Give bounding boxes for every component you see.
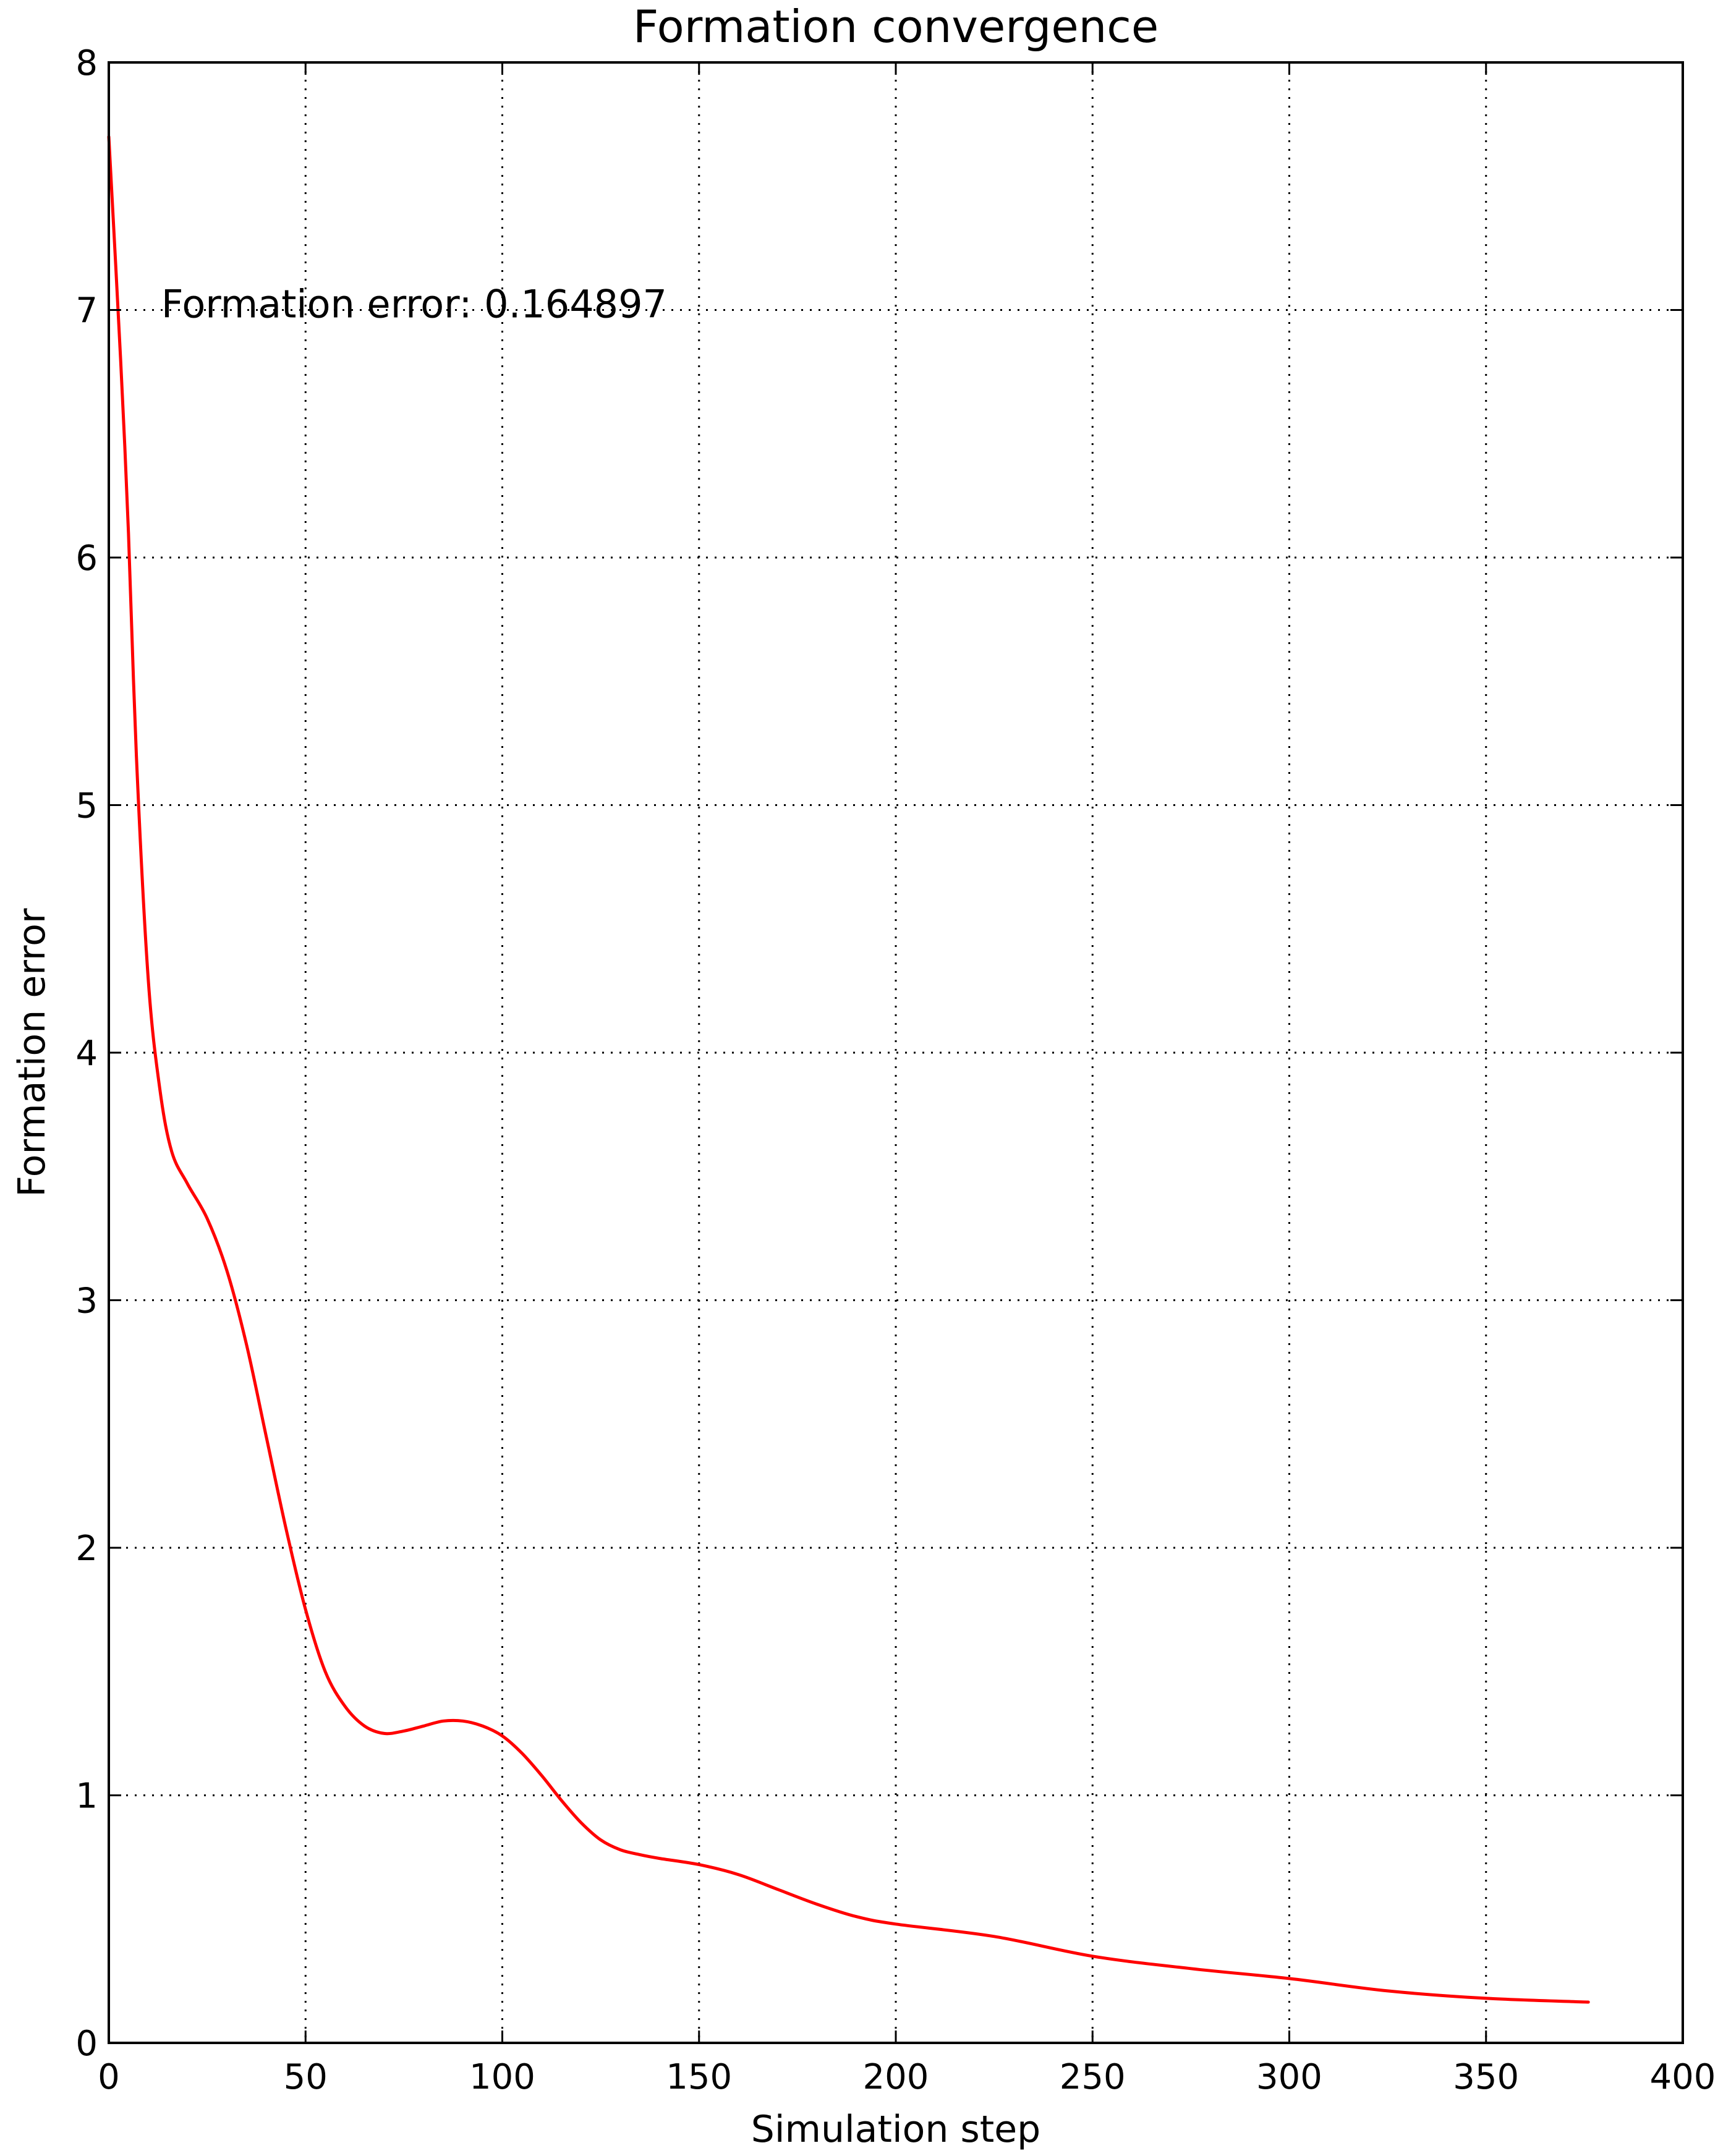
y-tick-label: 6 xyxy=(75,538,98,579)
x-tick-labels: 0 50 100 150 200 250 300 350 400 xyxy=(98,2057,1716,2097)
x-tick-label: 400 xyxy=(1650,2057,1716,2097)
y-tick-label: 8 xyxy=(75,43,98,83)
y-tick-labels: 0 1 2 3 4 5 6 7 8 xyxy=(75,43,98,2064)
x-tick-label: 0 xyxy=(98,2057,120,2097)
y-tick-label: 4 xyxy=(75,1033,98,1074)
x-axis-label: Simulation step xyxy=(751,2108,1040,2151)
y-tick-label: 2 xyxy=(75,1529,98,1569)
y-tick-label: 1 xyxy=(75,1776,98,1817)
x-tick-label: 350 xyxy=(1453,2057,1519,2097)
x-tick-label: 100 xyxy=(469,2057,535,2097)
y-tick-label: 5 xyxy=(75,786,98,826)
chart-title: Formation convergence xyxy=(633,1,1159,53)
grid-lines xyxy=(109,62,1683,2043)
x-tick-label: 250 xyxy=(1060,2057,1126,2097)
series-layer xyxy=(107,135,1590,2004)
formation-error-line xyxy=(107,135,1590,2004)
x-tick-label: 50 xyxy=(284,2057,328,2097)
tick-marks xyxy=(108,61,1684,2044)
y-tick-label: 0 xyxy=(75,2024,98,2064)
y-tick-label: 7 xyxy=(75,291,98,331)
x-tick-label: 150 xyxy=(666,2057,732,2097)
y-axis-label: Formation error xyxy=(11,908,54,1197)
x-tick-label: 200 xyxy=(863,2057,929,2097)
y-tick-label: 3 xyxy=(75,1281,98,1322)
x-tick-label: 300 xyxy=(1256,2057,1322,2097)
formation-error-annotation: Formation error: 0.164897 xyxy=(161,282,667,327)
